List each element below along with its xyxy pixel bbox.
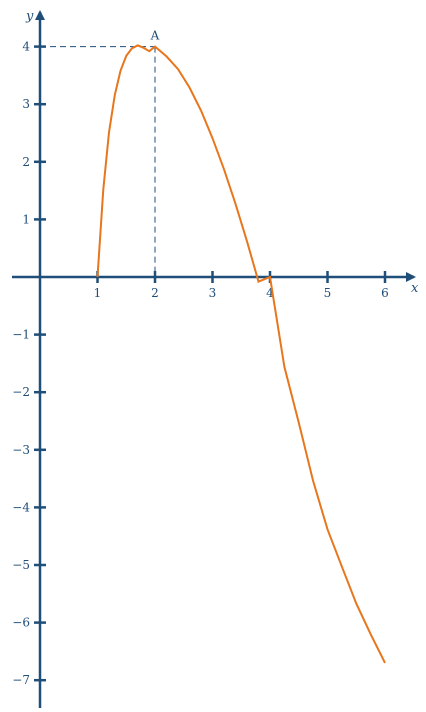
x-tick-label: 2: [151, 286, 159, 300]
x-tick-label: 6: [381, 286, 389, 300]
y-tick-label: −7: [12, 673, 30, 687]
y-tick-label: 2: [22, 155, 30, 169]
y-tick-label: 4: [22, 40, 30, 54]
y-tick-label: −1: [12, 328, 30, 342]
x-tick-label: 1: [94, 286, 102, 300]
x-axis-label: x: [411, 281, 419, 296]
y-tick-label: −2: [12, 385, 30, 399]
y-axis-label: y: [25, 9, 34, 24]
y-tick-label: −4: [12, 500, 30, 514]
y-tick-label: 3: [22, 97, 30, 111]
point-a-label: A: [150, 29, 160, 43]
x-tick-label: 5: [324, 286, 332, 300]
y-tick-label: −6: [12, 616, 30, 630]
function-curve: [96, 44, 386, 664]
y-tick-label: 1: [22, 212, 30, 226]
y-tick-label: −5: [12, 558, 30, 572]
x-tick-label: 4: [266, 286, 274, 300]
y-tick-label: −3: [12, 443, 30, 457]
x-tick-label: 3: [209, 286, 217, 300]
